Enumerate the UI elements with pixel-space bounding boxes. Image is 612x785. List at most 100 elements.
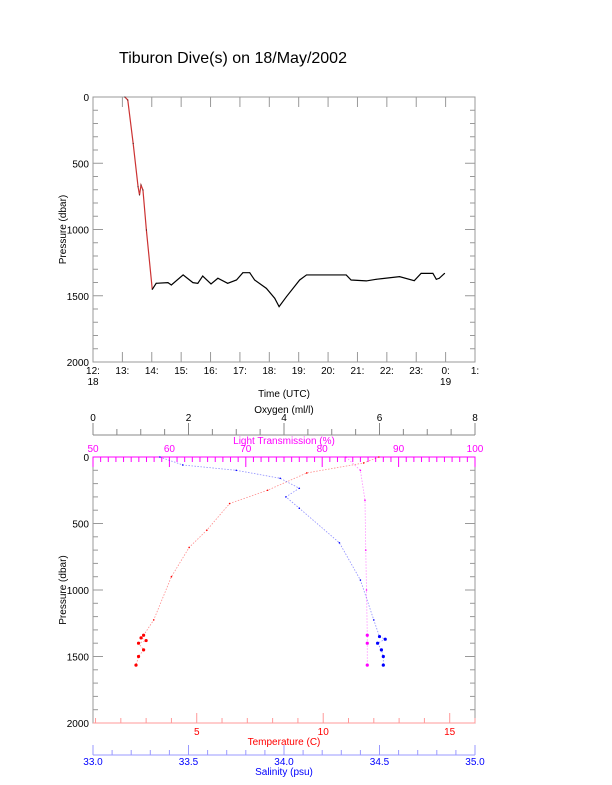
dive-point [139,194,141,196]
salinity-profile-line [159,456,387,666]
dive-point [170,284,172,286]
top-xtick-label: 16: [204,366,218,377]
salinity-point [338,541,341,544]
dive-point [124,96,126,98]
top-chart-ytick-label: 500 [72,159,89,170]
dive-point [151,288,153,290]
dive-point [420,272,422,274]
light-tick-label: 50 [87,444,99,455]
top-xtick-label: 15: [174,366,188,377]
temperature-point [305,472,308,474]
chart-title: Tiburon Dive(s) on 18/May/2002 [119,50,347,67]
dive-point [202,275,204,277]
temperature-point [136,654,141,659]
oxygen-tick-label: 2 [186,413,192,424]
top-xtick-label: 14: [145,366,159,377]
salinity-tick-label: 34.5 [370,757,390,768]
light-tick-label: 70 [240,444,252,455]
dive-point [227,282,229,284]
bottom-yaxis-title: Pressure (dbar) [58,555,69,624]
top-xtick-label: 19: [292,366,306,377]
salinity-point [181,464,184,466]
dive-point [285,296,287,298]
bottom-chart-ytick-label: 500 [72,520,89,531]
bottom-chart-frame [92,456,476,724]
dive-point [210,283,212,285]
light-point [364,549,367,551]
descent-line [124,96,153,290]
top-chart-ytick-label: 1000 [67,226,90,237]
light-point [365,641,369,645]
dive-point [375,278,377,280]
dive-point [140,184,142,186]
salinity-axis-title: Salinity (psu) [255,767,313,778]
salinity-point [235,469,238,472]
top-chart-ytick-label: 1500 [67,292,90,303]
top-date-label: 18 [87,377,99,388]
top-xtick-label: 18: [262,366,276,377]
dive-point [217,277,219,279]
top-xtick-label: 13: [115,366,129,377]
temperature-point [141,648,146,652]
dive-point [235,279,237,281]
temperature-point [228,502,231,505]
dive-point [145,229,147,231]
light-point [365,633,369,637]
salinity-point [159,456,161,458]
temperature-point [152,619,155,621]
dive-point [306,274,308,276]
dive-point [413,280,415,282]
bottom-chart-ytick-label: 1500 [67,653,90,664]
dive-point [127,99,129,101]
salinity-point [279,477,281,480]
dive-point [438,277,440,279]
light-point [364,499,366,502]
light-point [365,589,368,591]
dive-point [265,287,267,289]
temperature-point [136,641,141,645]
light-point [359,469,362,472]
dive-point [132,142,134,144]
temperature-point [144,638,148,643]
top-xtick-label: 20: [321,366,335,377]
top-xtick-label: 12: [86,366,100,377]
top-xtick-label: 22: [380,366,394,377]
dive-point [249,272,251,274]
salinity-point [379,648,384,652]
top-xtick-label: 23: [409,366,423,377]
dive-point [444,272,446,274]
dive-point [155,282,157,284]
temperature-point [266,489,269,492]
salinity-point [372,619,375,621]
dive-point [299,279,301,281]
temperature-tick-label: 10 [318,727,330,738]
light-tick-label: 60 [164,444,176,455]
salinity-tick-label: 33.0 [83,757,103,768]
dive-point [432,272,434,274]
dive-point [399,276,401,278]
salinity-point [381,654,385,659]
top-xtick-label: 1: [471,366,479,377]
temperature-tick-label: 15 [444,727,456,738]
dive-point [142,189,144,191]
top-chart-frame [92,96,476,363]
dive-point [197,282,199,284]
dive-point [192,282,194,284]
oxygen-tick-label: 8 [472,413,478,424]
dive-point [137,186,139,188]
top-date-label: 19 [440,377,452,388]
bottom-chart-ytick-label: 0 [83,453,89,464]
top-xaxis-title: Time (UTC) [258,389,310,400]
dive-point [350,279,352,281]
top-xtick-label: 17: [233,366,247,377]
temperature-point [170,575,173,578]
light-tick-label: 90 [393,444,405,455]
light-point [365,663,369,667]
salinity-point [285,496,287,498]
temperature-point [206,529,208,531]
dive-point [274,297,276,299]
oxygen-tick-label: 6 [377,413,383,424]
temperature-point [141,633,146,637]
salinity-tick-label: 34.0 [274,757,294,768]
light-point [345,456,347,458]
